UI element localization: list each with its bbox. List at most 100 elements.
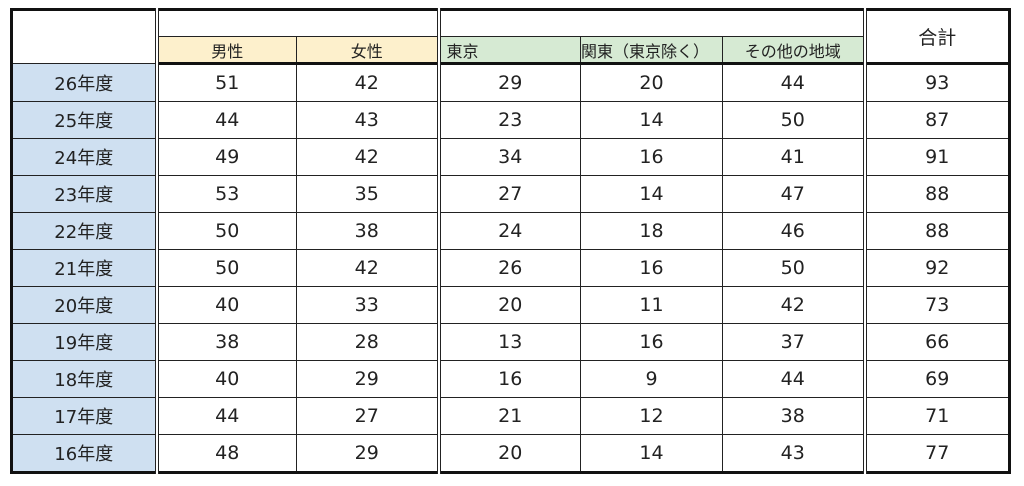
cell-tokyo: 27 [438, 175, 581, 213]
cell-tokyo: 16 [438, 360, 581, 398]
table-row: 16年度 48 29 20 14 43 77 [11, 434, 1010, 473]
cell-total: 87 [864, 101, 1010, 139]
cell-tokyo: 29 [438, 63, 581, 102]
cell-kanto: 9 [580, 360, 723, 398]
cell-male: 40 [156, 360, 297, 398]
cell-total: 92 [864, 249, 1010, 287]
cell-kanto: 11 [580, 286, 723, 324]
cell-tokyo: 24 [438, 212, 581, 250]
table-row: 22年度 50 38 24 18 46 88 [11, 212, 1010, 250]
header-other: その他の地域 [722, 36, 867, 65]
cell-total: 71 [864, 397, 1010, 435]
cell-tokyo: 21 [438, 397, 581, 435]
header-tokyo: 東京 [438, 36, 581, 65]
cell-male: 44 [156, 397, 297, 435]
gender-group-header [156, 9, 441, 37]
cell-other: 43 [722, 434, 867, 473]
table-row: 23年度 53 35 27 14 47 88 [11, 175, 1010, 213]
cell-kanto: 14 [580, 101, 723, 139]
header-row: 男性 女性 東京 関東（東京除く） その他の地域 [12, 36, 1010, 65]
table-row: 25年度 44 43 23 14 50 87 [11, 101, 1010, 139]
table-row: 17年度 44 27 21 12 38 71 [11, 397, 1010, 435]
cell-male: 48 [156, 434, 297, 473]
cell-female: 35 [296, 175, 441, 213]
cell-tokyo: 26 [438, 249, 581, 287]
cell-male: 50 [156, 249, 297, 287]
cell-kanto: 14 [580, 434, 723, 473]
cell-female: 42 [296, 63, 441, 102]
cell-kanto: 20 [580, 63, 723, 102]
table-row: 26年度 51 42 29 20 44 93 [11, 63, 1010, 102]
cell-female: 42 [296, 138, 441, 176]
cell-other: 41 [722, 138, 867, 176]
cell-female: 42 [296, 249, 441, 287]
cell-kanto: 16 [580, 323, 723, 361]
cell-year: 24年度 [11, 138, 159, 176]
cell-female: 29 [296, 360, 441, 398]
cell-other: 38 [722, 397, 867, 435]
cell-other: 44 [722, 63, 867, 102]
cell-tokyo: 13 [438, 323, 581, 361]
cell-kanto: 16 [580, 249, 723, 287]
cell-tokyo: 23 [438, 101, 581, 139]
table-row: 18年度 40 29 16 9 44 69 [11, 360, 1010, 398]
cell-year: 22年度 [11, 212, 159, 250]
cell-other: 46 [722, 212, 867, 250]
region-group-header [438, 9, 867, 37]
cell-other: 47 [722, 175, 867, 213]
cell-kanto: 18 [580, 212, 723, 250]
header-kanto: 関東（東京除く） [580, 36, 723, 65]
header-row-top: 合計 [11, 9, 1010, 65]
cell-other: 42 [722, 286, 867, 324]
cell-female: 38 [296, 212, 441, 250]
cell-total: 91 [864, 138, 1010, 176]
cell-kanto: 14 [580, 175, 723, 213]
cell-male: 38 [156, 323, 297, 361]
statistics-table: 合計 男性 女性 東京 関東（東京除く） その他の地域 26年度 51 42 29 20… [10, 8, 1011, 474]
cell-total: 93 [864, 63, 1010, 102]
cell-year: 19年度 [11, 323, 159, 361]
cell-year: 18年度 [11, 360, 159, 398]
cell-male: 49 [156, 138, 297, 176]
cell-year: 23年度 [11, 175, 159, 213]
cell-total: 77 [864, 434, 1010, 473]
cell-other: 44 [722, 360, 867, 398]
cell-year: 20年度 [11, 286, 159, 324]
cell-total: 88 [864, 212, 1010, 250]
cell-female: 33 [296, 286, 441, 324]
cell-tokyo: 20 [438, 434, 581, 473]
cell-year: 16年度 [11, 434, 159, 473]
cell-male: 50 [156, 212, 297, 250]
header-total: 合計 [864, 9, 1010, 65]
header-male: 男性 [156, 36, 297, 65]
cell-other: 50 [722, 101, 867, 139]
cell-female: 27 [296, 397, 441, 435]
cell-total: 73 [864, 286, 1010, 324]
cell-other: 37 [722, 323, 867, 361]
cell-kanto: 16 [580, 138, 723, 176]
cell-kanto: 12 [580, 397, 723, 435]
table-row: 21年度 50 42 26 16 50 92 [11, 249, 1010, 287]
cell-male: 44 [156, 101, 297, 139]
cell-male: 51 [156, 63, 297, 102]
cell-female: 29 [296, 434, 441, 473]
cell-tokyo: 34 [438, 138, 581, 176]
cell-total: 66 [864, 323, 1010, 361]
table-row: 19年度 38 28 13 16 37 66 [11, 323, 1010, 361]
cell-female: 43 [296, 101, 441, 139]
cell-male: 40 [156, 286, 297, 324]
cell-male: 53 [156, 175, 297, 213]
cell-female: 28 [296, 323, 441, 361]
cell-year: 25年度 [11, 101, 159, 139]
cell-other: 50 [722, 249, 867, 287]
cell-year: 21年度 [11, 249, 159, 287]
cell-total: 88 [864, 175, 1010, 213]
cell-year: 17年度 [11, 397, 159, 435]
table-row: 20年度 40 33 20 11 42 73 [11, 286, 1010, 324]
corner-cell [11, 9, 159, 64]
cell-tokyo: 20 [438, 286, 581, 324]
header-female: 女性 [296, 36, 441, 65]
cell-total: 69 [864, 360, 1010, 398]
cell-year: 26年度 [11, 63, 159, 102]
table-row: 24年度 49 42 34 16 41 91 [11, 138, 1010, 176]
